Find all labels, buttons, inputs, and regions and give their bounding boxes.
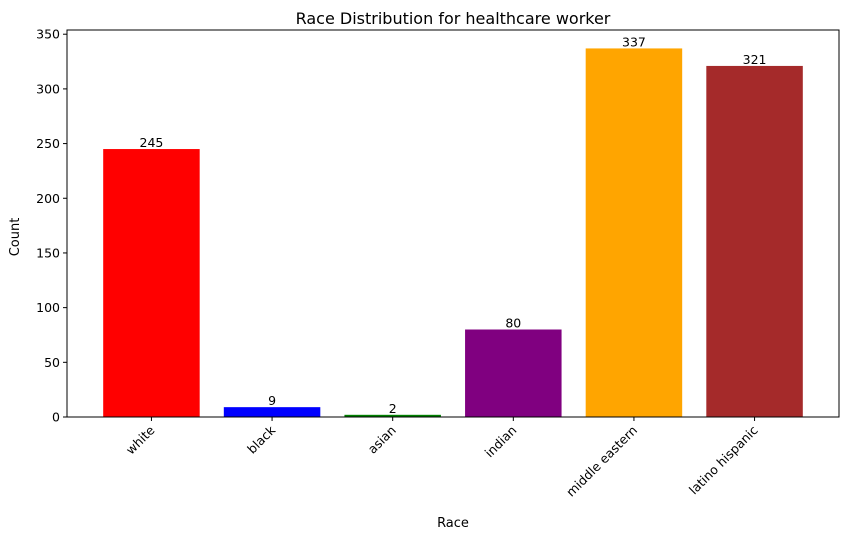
x-tick-label-middle-eastern: middle eastern <box>563 423 640 500</box>
bar-black <box>223 407 321 417</box>
y-axis: 0 50 100 150 200 250 300 350 <box>36 27 67 425</box>
y-tick-label-100: 100 <box>36 300 60 315</box>
chart-title: Race Distribution for healthcare worker <box>296 9 611 28</box>
x-axis-label: Race <box>437 516 469 531</box>
x-tick-label-latino-hispanic: latino hispanic <box>686 422 761 497</box>
x-tick-label-indian: indian <box>482 423 520 461</box>
bar-indian <box>465 329 562 417</box>
value-labels-group: 245 9 2 80 337 321 <box>140 34 767 415</box>
plot-frame <box>66 29 840 418</box>
value-label-latino-hispanic: 321 <box>743 52 767 67</box>
value-label-indian: 80 <box>505 316 521 331</box>
y-tick-label-0: 0 <box>52 410 60 425</box>
y-axis-label: Count <box>8 218 23 257</box>
y-tick-label-350: 350 <box>36 27 60 42</box>
value-label-asian: 2 <box>389 401 397 416</box>
value-label-white: 245 <box>140 135 164 150</box>
bar-asian <box>344 414 441 417</box>
value-label-black: 9 <box>268 393 276 408</box>
bar-latino-hispanic <box>706 65 803 417</box>
x-axis: white black asian indian middle eastern latin… <box>123 417 761 500</box>
x-tick-label-asian: asian <box>365 423 399 457</box>
x-tick-label-black: black <box>244 422 279 457</box>
y-tick-label-50: 50 <box>44 355 60 370</box>
y-tick-label-250: 250 <box>36 136 60 151</box>
bar-white <box>103 149 200 417</box>
bar-middle-eastern <box>585 48 683 418</box>
y-tick-label-300: 300 <box>36 81 60 96</box>
value-label-middle-eastern: 337 <box>622 34 646 49</box>
y-tick-label-150: 150 <box>36 245 60 260</box>
y-tick-label-200: 200 <box>36 191 60 206</box>
bars-group <box>103 48 803 418</box>
x-tick-label-white: white <box>123 422 158 457</box>
